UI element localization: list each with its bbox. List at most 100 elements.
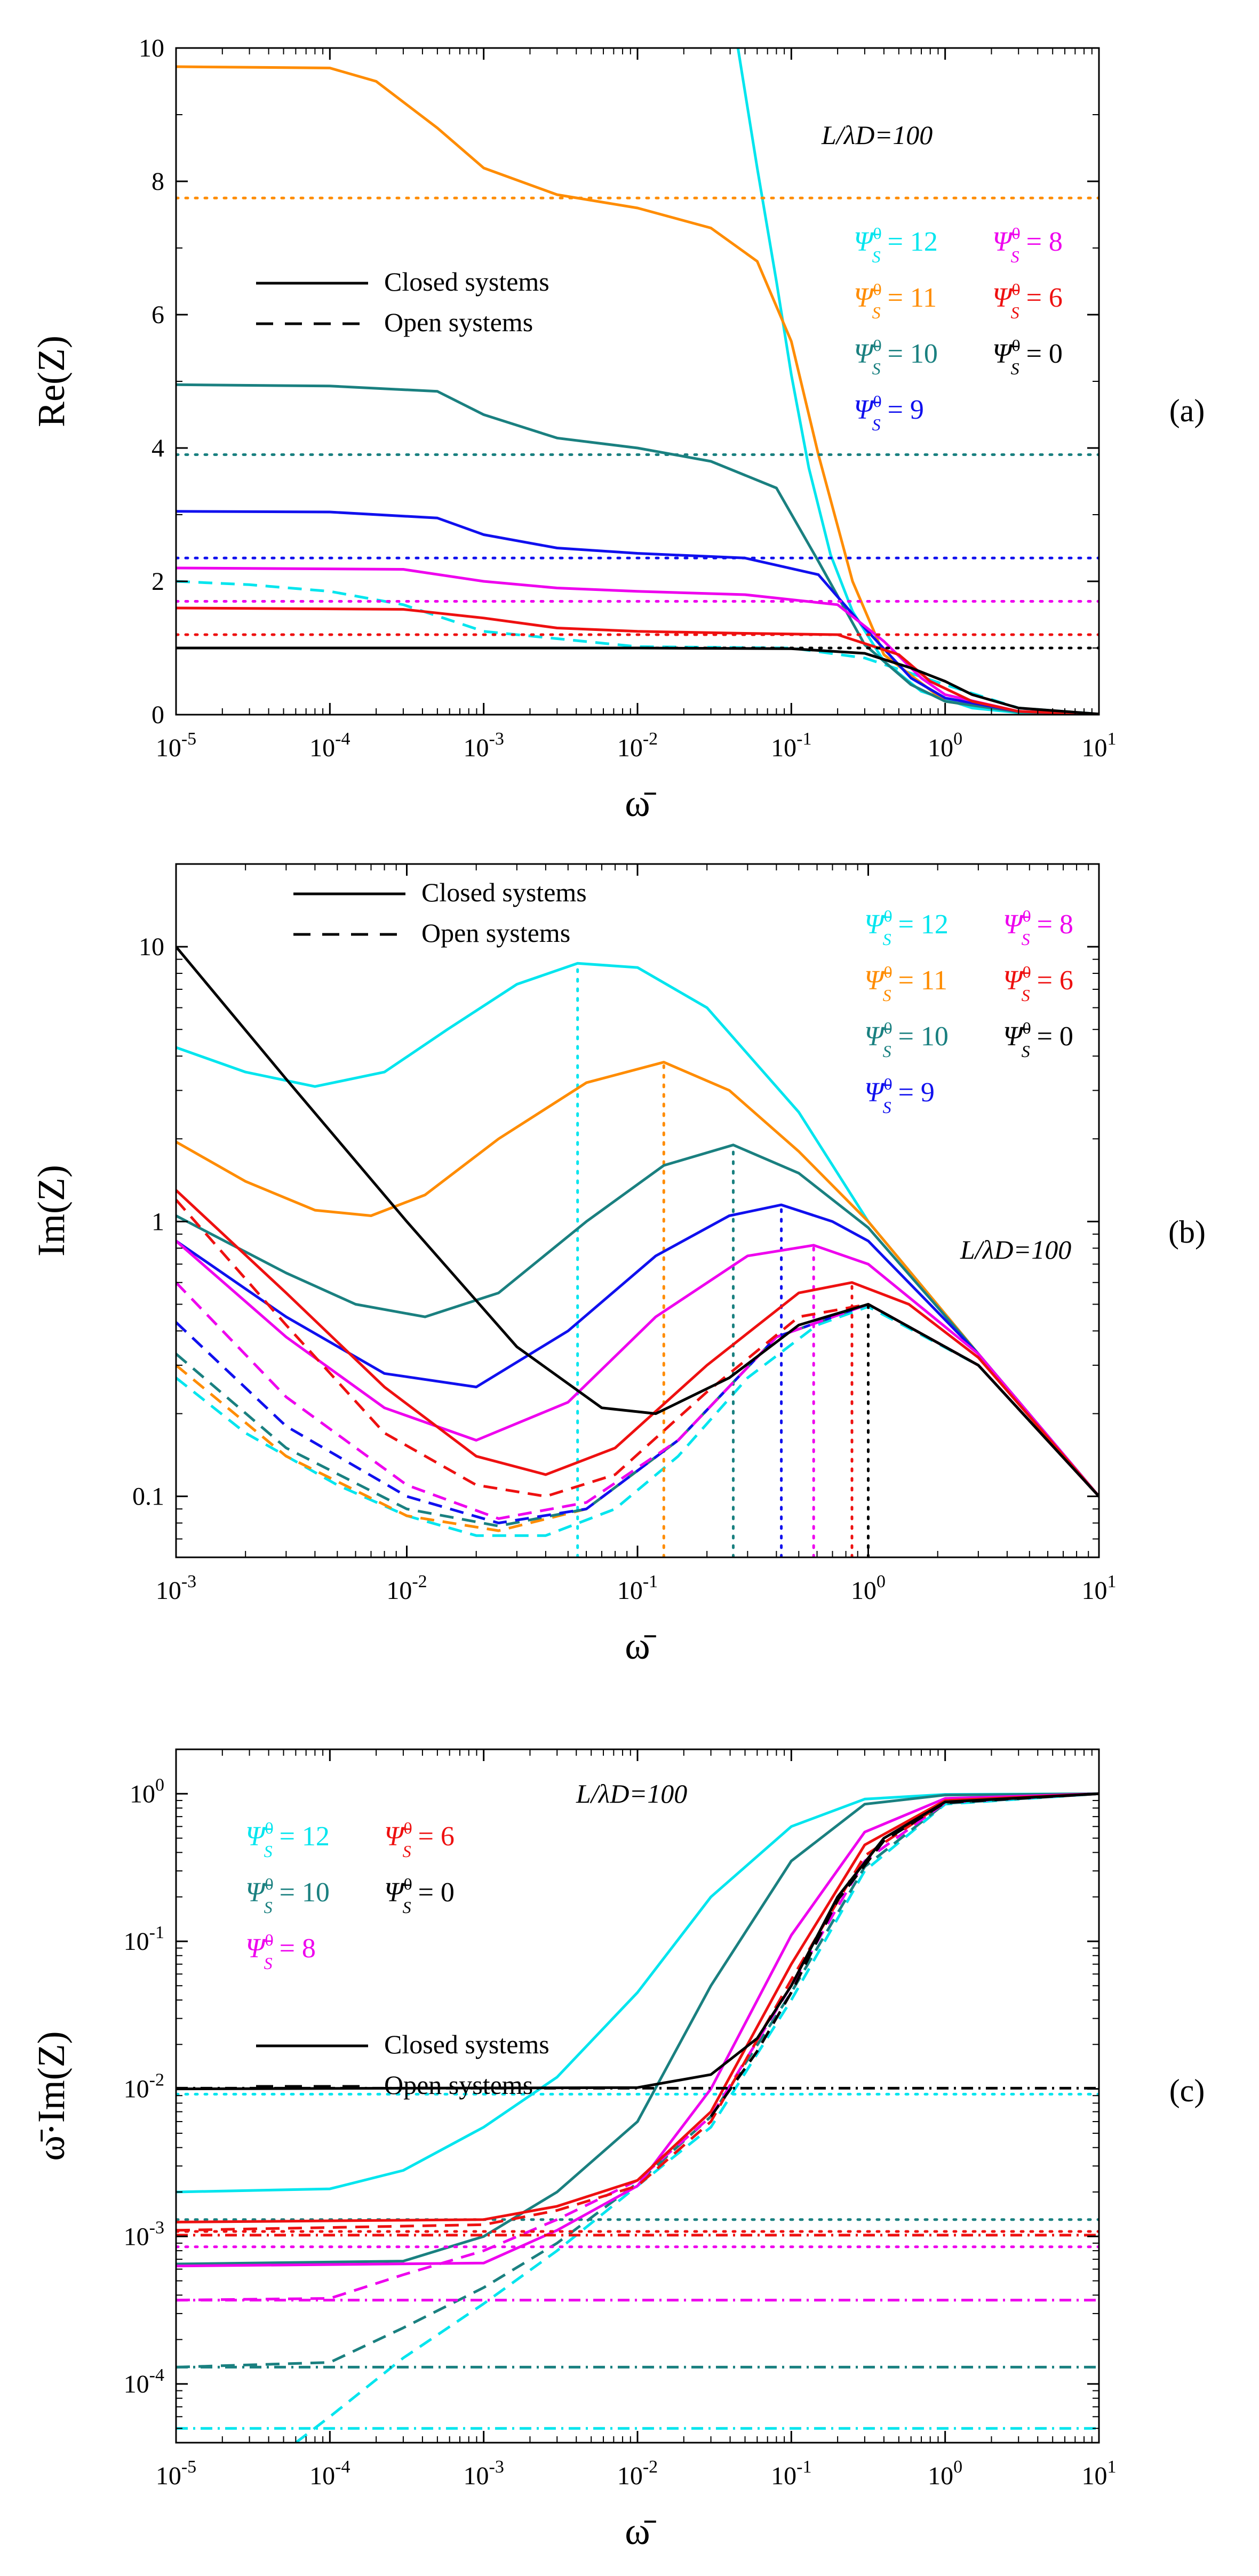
tick-label: 10-3 [156, 1572, 196, 1605]
series-line-psi-10-solid [176, 1792, 1099, 2266]
y-axis-label: ω̄·Im(Z) [30, 2031, 73, 2161]
plot-frame [175, 47, 1100, 716]
legend-psi-psi-8: Ψ̄0 S = 8 [992, 223, 1063, 266]
psi-value: 11 [921, 965, 947, 996]
panel-label: (c) [1169, 2073, 1205, 2108]
series-line-psi-10-solid [176, 383, 1099, 715]
legend-psi-psi-9: Ψ̄0 S = 9 [854, 391, 924, 434]
legend-psi-psi-10: Ψ̄0 S = 10 [245, 1874, 330, 1917]
series-group [176, 48, 1099, 715]
tick-label: 10-3 [124, 2218, 164, 2251]
psi-value: 12 [302, 1821, 330, 1852]
legend-psi-psi-0: Ψ̄0 S = 0 [992, 335, 1063, 378]
series-line-psi-10-solid [176, 1143, 1099, 1498]
psi-value: 8 [1059, 909, 1073, 940]
tick-label: 100 [928, 2457, 962, 2490]
annotation-l-lambda: L/λD=100 [576, 1779, 687, 1809]
series-line-psi-6-dashed [176, 1792, 1099, 2232]
legend-closed-label: Closed systems [384, 2029, 549, 2059]
tick-label: 6 [152, 301, 164, 329]
legend-psi-psi-6: Ψ̄0 S = 6 [384, 1818, 455, 1861]
series-line-psi-0-solid [176, 946, 1099, 1498]
y-axis-label: Re(Z) [30, 335, 73, 427]
tick-label: 100 [851, 1572, 886, 1605]
series-line-psi-8-solid [176, 566, 1099, 715]
tick-label: 10-1 [124, 1923, 164, 1956]
plot-frame [175, 1748, 1100, 2444]
psi-value: 8 [1049, 227, 1063, 257]
psi-value: 6 [1049, 283, 1063, 313]
series-line-psi-8-solid [176, 1792, 1099, 2268]
psi-value: 11 [910, 283, 937, 313]
legend-psi-psi-8: Ψ̄0 S = 8 [1003, 906, 1073, 949]
legend-psi-psi-11: Ψ̄0 S = 11 [854, 279, 937, 322]
x-axis-label: ω̄ [625, 2510, 656, 2553]
psi-value: 10 [302, 1877, 330, 1908]
series-line-psi-12-solid [176, 1792, 1099, 2194]
psi-value: 0 [441, 1877, 455, 1908]
tick-label: 101 [1082, 2457, 1117, 2490]
legend-psi-psi-10: Ψ̄0 S = 10 [864, 1018, 949, 1061]
tick-label: 10-5 [156, 729, 196, 762]
series-line-psi-6-solid [176, 1792, 1099, 2223]
psi-value: 6 [441, 1821, 455, 1852]
tick-label: 100 [928, 729, 962, 762]
tick-label: 10-3 [464, 729, 504, 762]
psi-value: 12 [910, 227, 938, 257]
legend-open-label: Open systems [384, 307, 533, 337]
legend-psi-psi-9: Ψ̄0 S = 9 [864, 1074, 935, 1117]
series-line-psi-6-solid [176, 1189, 1099, 1498]
legend-closed-label: Closed systems [384, 267, 549, 297]
psi-value: 10 [921, 1021, 949, 1052]
panel-label: (a) [1169, 393, 1205, 428]
legend-psi-psi-12: Ψ̄0 S = 12 [864, 906, 949, 949]
series-line-psi-0-dashed [710, 1792, 1099, 2117]
psi-value: 12 [921, 909, 949, 940]
legend-psi-psi-6: Ψ̄0 S = 6 [1003, 962, 1073, 1005]
tick-label: 10-4 [124, 2365, 164, 2398]
tick-label: 4 [152, 434, 164, 462]
x-axis-label: ω̄ [625, 782, 656, 825]
tick-label: 0 [152, 701, 164, 729]
series-group [176, 946, 1099, 1557]
tick-label: 100 [130, 1775, 164, 1808]
psi-value: 9 [921, 1077, 935, 1108]
x-axis-label: ω̄ [625, 1625, 656, 1667]
tick-label: 10 [139, 34, 164, 62]
legend-open-label: Open systems [384, 2070, 533, 2100]
psi-value: 0 [1059, 1021, 1073, 1052]
psi-value: 10 [910, 339, 938, 369]
tick-label: 10-4 [309, 729, 350, 762]
panel-c: 10-5 10-4 10-3 10-2 10-1 100 10110-410-310-210… [30, 1748, 1205, 2553]
legend-psi-psi-10: Ψ̄0 S = 10 [854, 335, 938, 378]
tick-label: 10-2 [124, 2070, 164, 2103]
series-line-psi-0-solid [176, 646, 1099, 715]
tick-label: 1 [152, 1207, 164, 1236]
series-line-psi-12-solid [736, 48, 1099, 715]
tick-label: 0.1 [132, 1483, 164, 1511]
y-axis-label: Im(Z) [30, 1165, 73, 1257]
tick-label: 10-2 [386, 1572, 427, 1605]
tick-label: 8 [152, 167, 164, 196]
tick-label: 10-1 [771, 729, 811, 762]
series-line-psi-10-dashed [176, 1792, 1099, 2369]
series-line-psi-11-solid [176, 65, 1099, 715]
tick-label: 2 [152, 567, 164, 596]
psi-value: 0 [1049, 339, 1063, 369]
legend-psi-psi-11: Ψ̄0 S = 11 [864, 962, 947, 1005]
legend-psi-psi-6: Ψ̄0 S = 6 [992, 279, 1063, 322]
tick-label: 10-2 [617, 2457, 658, 2490]
series-line-psi-8-solid [176, 1239, 1099, 1498]
legend-open-label: Open systems [421, 918, 570, 948]
legend-psi-psi-0: Ψ̄0 S = 0 [1003, 1018, 1073, 1061]
psi-value: 9 [910, 395, 924, 425]
tick-label: 10-1 [771, 2457, 811, 2490]
tick-label: 101 [1082, 1572, 1117, 1605]
panel-a: 10-5 10-4 10-3 10-2 10-1 100 1010246810ω̄Re(Z)… [30, 34, 1205, 825]
tick-label: 10-1 [617, 1572, 658, 1605]
panel-label: (b) [1168, 1214, 1206, 1250]
psi-value: 6 [1059, 965, 1073, 996]
series-line-psi-11-solid [176, 1061, 1099, 1498]
legend-psi-psi-8: Ψ̄0 S = 8 [245, 1930, 316, 1973]
